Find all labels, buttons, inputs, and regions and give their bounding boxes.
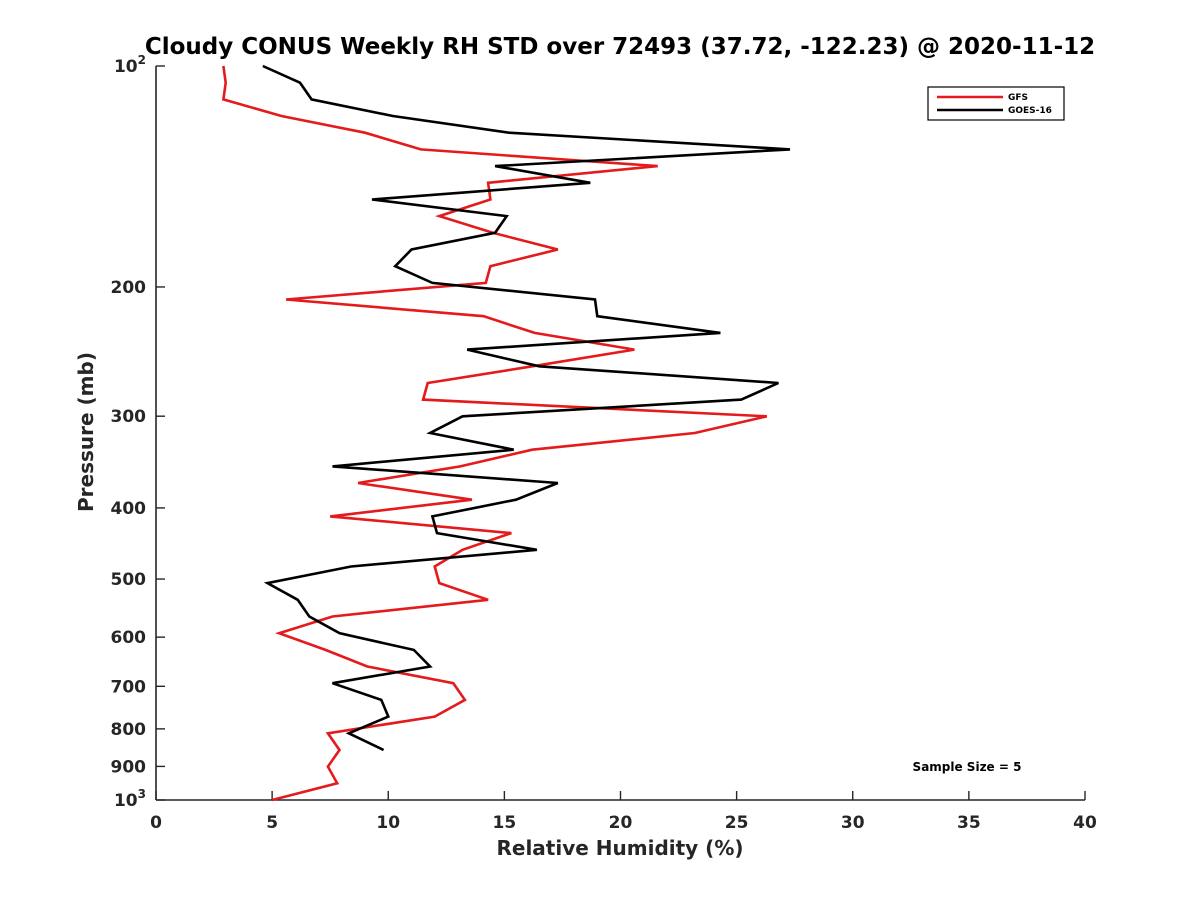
y-tick-label-800: 800 — [111, 720, 147, 740]
x-tick-label-30: 30 — [841, 813, 865, 833]
x-tick-label-10: 10 — [376, 813, 400, 833]
y-tick-label-100: 102 — [114, 53, 146, 77]
legend: GFS GOES-16 — [927, 86, 1065, 121]
y-axis-label: Pressure (mb) — [74, 352, 98, 512]
x-tick-label-35: 35 — [957, 813, 981, 833]
y-tick-label-700: 700 — [111, 677, 147, 697]
x-tick-label-0: 0 — [150, 813, 162, 833]
y-tick-label-500: 500 — [111, 570, 147, 590]
y-tick-label-400: 400 — [111, 499, 147, 519]
series-line-gfs — [221, 65, 768, 802]
x-tick-label-25: 25 — [725, 813, 749, 833]
legend-label-goes-16: GOES-16 — [1008, 106, 1052, 116]
legend-box — [927, 86, 1065, 121]
x-tick-label-20: 20 — [609, 813, 633, 833]
x-tick-label-15: 15 — [493, 813, 517, 833]
y-tick-label-300: 300 — [111, 407, 147, 427]
series-line-goes-16 — [262, 64, 791, 752]
x-tick-label-40: 40 — [1073, 813, 1097, 833]
series-layer — [221, 64, 791, 802]
y-tick-label-900: 900 — [111, 757, 147, 777]
plot-axes: 0 5 10 15 20 25 30 35 40 102 200 300 400 500 600 700 800… — [111, 53, 1097, 833]
y-tick-label-200: 200 — [111, 278, 147, 298]
chart-title: Cloudy CONUS Weekly RH STD over 72493 (3… — [145, 34, 1095, 60]
y-tick-label-600: 600 — [111, 628, 147, 648]
sample-size-annotation: Sample Size = 5 — [913, 760, 1022, 774]
legend-label-gfs: GFS — [1008, 93, 1028, 103]
x-axis-label: Relative Humidity (%) — [496, 836, 743, 860]
y-tick-label-1000: 103 — [114, 787, 146, 811]
x-tick-label-5: 5 — [266, 813, 278, 833]
